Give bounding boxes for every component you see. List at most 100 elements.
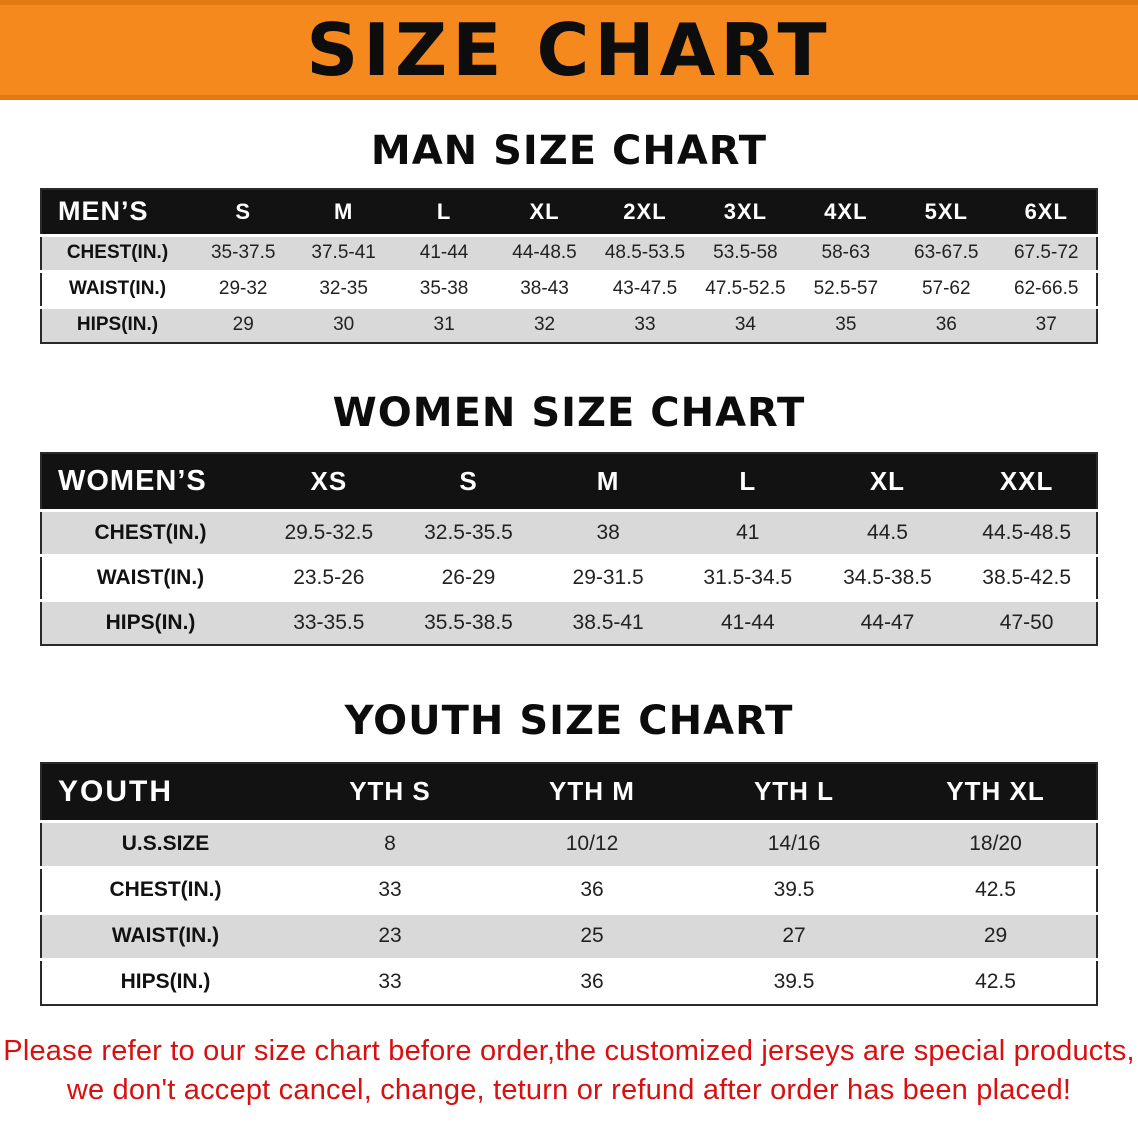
size-value-cell: 35 bbox=[835, 314, 857, 336]
size-value-cell: 36 bbox=[580, 970, 604, 994]
size-value-cell: 35-38 bbox=[419, 278, 469, 299]
size-value-cell: 44.5 bbox=[867, 520, 908, 544]
size-value-cell: 37.5-41 bbox=[311, 242, 376, 263]
size-column-header: 2XL bbox=[594, 189, 696, 235]
table-row: HIPS(IN.) 33 36 39.5 42.5 bbox=[41, 959, 1097, 1005]
size-value-cell: 29-31.5 bbox=[572, 565, 644, 589]
size-value-cell: 41-44 bbox=[720, 610, 775, 634]
man-size-section: MAN SIZE CHART MEN’S S M L XL 2XL 3XL 4XL 5XL 6XL… bbox=[0, 128, 1138, 344]
size-value-cell: 23 bbox=[378, 924, 402, 947]
table-header-row: YOUTH YTH S YTH M YTH L YTH XL bbox=[41, 763, 1097, 821]
size-value-cell: 34 bbox=[734, 314, 756, 336]
table-group-label: YOUTH bbox=[41, 763, 289, 821]
size-column-header: YTH S bbox=[289, 763, 491, 821]
women-size-table: WOMEN’S XS S M L XL XXL CHEST(IN.) 29.5-32.5 32.5… bbox=[40, 452, 1098, 646]
size-value-cell: 33-35.5 bbox=[293, 610, 365, 634]
table-row: U.S.SIZE 8 10/12 14/16 18/20 bbox=[41, 821, 1097, 867]
size-column-header: XXL bbox=[957, 453, 1097, 510]
size-column-header: XL bbox=[494, 189, 595, 235]
row-label: CHEST(IN.) bbox=[109, 878, 222, 901]
size-value-cell: 18/20 bbox=[969, 832, 1022, 855]
size-value-cell: 32-35 bbox=[319, 278, 368, 299]
size-column-header: 3XL bbox=[695, 189, 796, 235]
table-row: WAIST(IN.) 29-32 32-35 35-38 38-43 43-47.5 47.… bbox=[41, 271, 1097, 307]
size-value-cell: 42.5 bbox=[975, 878, 1016, 901]
size-value-cell: 47.5-52.5 bbox=[705, 278, 786, 299]
size-value-cell: 52.5-57 bbox=[813, 278, 879, 299]
size-column-header: 4XL bbox=[795, 189, 897, 235]
size-value-cell: 39.5 bbox=[773, 878, 815, 901]
size-value-cell: 36 bbox=[580, 878, 604, 901]
size-value-cell: 58-63 bbox=[821, 242, 871, 263]
size-value-cell: 38.5-41 bbox=[572, 610, 644, 634]
size-value-cell: 48.5-53.5 bbox=[604, 242, 686, 263]
size-value-cell: 32.5-35.5 bbox=[424, 520, 513, 544]
table-row: WAIST(IN.) 23.5-26 26-29 29-31.5 31.5-34.5 34… bbox=[41, 555, 1097, 600]
size-value-cell: 30 bbox=[333, 314, 355, 336]
size-value-cell: 29-32 bbox=[218, 278, 268, 299]
size-value-cell: 38.5-42.5 bbox=[982, 565, 1072, 589]
disclaimer-line-2: we don't accept cancel, change, teturn o… bbox=[66, 1074, 1072, 1106]
size-value-cell: 33 bbox=[378, 970, 402, 994]
size-column-header: M bbox=[293, 189, 394, 235]
row-label: HIPS(IN.) bbox=[120, 970, 211, 994]
size-value-cell: 44-47 bbox=[860, 610, 915, 634]
row-label: WAIST(IN.) bbox=[111, 924, 220, 947]
size-column-header: XS bbox=[259, 453, 399, 510]
size-value-cell: 41 bbox=[736, 520, 760, 544]
size-value-cell: 14/16 bbox=[767, 832, 821, 855]
youth-size-table: YOUTH YTH S YTH M YTH L YTH XL U.S.SIZE 8 10/12… bbox=[40, 762, 1098, 1006]
table-header-row: MEN’S S M L XL 2XL 3XL 4XL 5XL 6XL bbox=[41, 189, 1097, 235]
size-value-cell: 29 bbox=[983, 924, 1008, 947]
women-section-heading: WOMEN SIZE CHART bbox=[332, 390, 806, 436]
size-value-cell: 53.5-58 bbox=[713, 242, 778, 263]
row-label: CHEST(IN.) bbox=[94, 520, 207, 544]
size-value-cell: 44-48.5 bbox=[512, 242, 577, 263]
size-value-cell: 35.5-38.5 bbox=[424, 610, 513, 634]
size-value-cell: 32 bbox=[533, 314, 556, 336]
size-value-cell: 27 bbox=[782, 924, 806, 947]
size-column-header: L bbox=[677, 453, 818, 510]
size-value-cell: 38-43 bbox=[520, 278, 569, 299]
size-column-header: YTH XL bbox=[895, 763, 1097, 821]
size-value-cell: 37 bbox=[1035, 314, 1057, 336]
size-value-cell: 33 bbox=[634, 314, 656, 336]
size-column-header: YTH M bbox=[491, 763, 693, 821]
youth-size-section: YOUTH SIZE CHART YOUTH YTH S YTH M YTH L YTH… bbox=[0, 698, 1138, 1006]
men-size-table: MEN’S S M L XL 2XL 3XL 4XL 5XL 6XL CHEST(IN.) 35-37… bbox=[40, 188, 1098, 344]
table-row: HIPS(IN.) 33-35.5 35.5-38.5 38.5-41 41-44 44-… bbox=[41, 600, 1097, 645]
row-label: WAIST(IN.) bbox=[96, 565, 205, 589]
row-label: WAIST(IN.) bbox=[68, 278, 167, 299]
size-value-cell: 62-66.5 bbox=[1014, 278, 1079, 299]
size-value-cell: 31.5-34.5 bbox=[703, 565, 793, 589]
size-value-cell: 63-67.5 bbox=[914, 242, 979, 263]
youth-section-heading: YOUTH SIZE CHART bbox=[344, 698, 794, 744]
size-value-cell: 43-47.5 bbox=[612, 278, 678, 299]
size-value-cell: 67.5-72 bbox=[1014, 242, 1079, 263]
size-value-cell: 23.5-26 bbox=[293, 565, 365, 589]
size-value-cell: 35-37.5 bbox=[210, 242, 276, 263]
size-value-cell: 42.5 bbox=[975, 970, 1016, 994]
row-label: CHEST(IN.) bbox=[66, 242, 169, 263]
table-row: CHEST(IN.) 29.5-32.5 32.5-35.5 38 41 44.5 44.5… bbox=[41, 510, 1097, 555]
row-label: U.S.SIZE bbox=[121, 832, 210, 855]
size-column-header: 6XL bbox=[996, 189, 1097, 235]
size-value-cell: 10/12 bbox=[565, 832, 619, 855]
table-group-label: WOMEN’S bbox=[41, 453, 259, 510]
size-value-cell: 44.5-48.5 bbox=[982, 520, 1072, 544]
size-chart-disclaimer: Please refer to our size chart before or… bbox=[0, 1032, 1138, 1110]
table-group-label: MEN’S bbox=[41, 189, 193, 235]
table-row: HIPS(IN.) 29 30 31 32 33 34 35 36 37 bbox=[41, 307, 1097, 343]
size-value-cell: 29 bbox=[232, 314, 254, 336]
table-row: WAIST(IN.) 23 25 27 29 bbox=[41, 913, 1097, 959]
size-column-header: S bbox=[398, 453, 539, 510]
size-value-cell: 26-29 bbox=[441, 565, 496, 589]
size-value-cell: 25 bbox=[580, 924, 604, 947]
size-value-cell: 29.5-32.5 bbox=[284, 520, 374, 544]
size-value-cell: 41-44 bbox=[419, 242, 469, 263]
size-value-cell: 36 bbox=[935, 314, 957, 336]
size-column-header: S bbox=[193, 189, 294, 235]
banner-title: SIZE CHART bbox=[306, 8, 832, 92]
size-column-header: 5XL bbox=[896, 189, 997, 235]
